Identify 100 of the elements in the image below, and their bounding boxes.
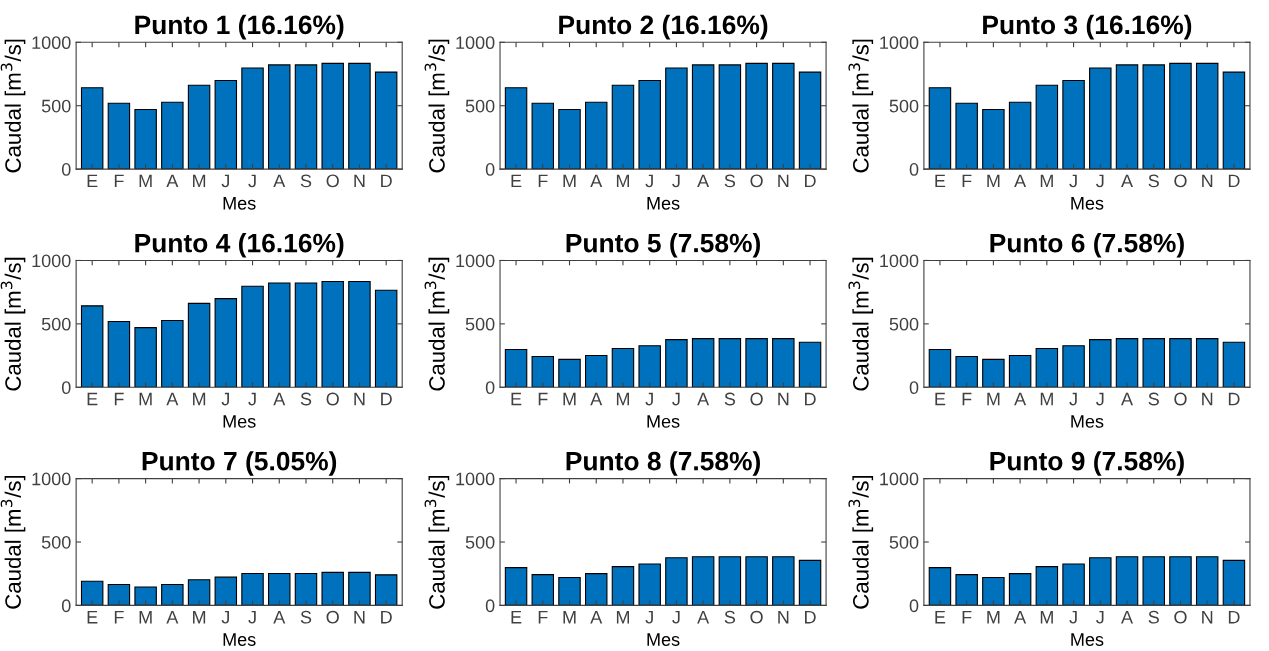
x-tick-label: D	[381, 174, 392, 188]
bar	[1169, 556, 1192, 606]
x-tick-label: F	[538, 174, 548, 188]
y-tick-label: 0	[909, 599, 919, 613]
x-tick-label: N	[354, 174, 365, 188]
bar	[1115, 64, 1139, 170]
x-axis-title: Mes	[647, 415, 680, 428]
x-tick-label: O	[750, 174, 763, 188]
chart-title: Punto 9 (7.58%)	[990, 451, 1184, 476]
x-tick-label: E	[87, 174, 98, 188]
x-tick-label: J	[1069, 610, 1077, 624]
bar	[1195, 62, 1219, 170]
bar	[161, 319, 184, 388]
x-tick-label: D	[805, 610, 816, 624]
bar	[772, 62, 795, 170]
x-tick-label: A	[697, 174, 710, 188]
x-tick-label: M	[987, 174, 1000, 188]
bar	[955, 574, 978, 606]
x-tick-label: E	[935, 610, 946, 624]
x-tick-label: M	[193, 174, 206, 188]
bar	[241, 572, 264, 606]
x-tick-label: D	[1228, 392, 1240, 406]
x-tick-label: A	[1121, 610, 1134, 624]
bar	[268, 282, 291, 388]
bar	[718, 64, 742, 170]
x-tick-label: D	[805, 174, 816, 188]
bar	[1222, 71, 1246, 170]
bar	[691, 556, 715, 606]
bar	[955, 102, 978, 170]
x-tick-label: J	[248, 174, 256, 188]
bar	[374, 289, 398, 388]
y-tick-label: 500	[889, 317, 919, 331]
x-tick-label: O	[1174, 610, 1187, 624]
x-tick-label: M	[1040, 610, 1053, 624]
x-tick-label: A	[273, 610, 286, 624]
x-tick-label: D	[381, 392, 392, 406]
x-tick-label: N	[1202, 174, 1213, 188]
x-tick-label: J	[645, 610, 653, 624]
x-tick-label: M	[139, 392, 152, 406]
y-tick-label: 500	[41, 99, 71, 113]
y-tick-label: 1000	[456, 36, 495, 50]
x-tick-label: M	[616, 174, 629, 188]
x-tick-label: M	[616, 610, 629, 624]
chart-title: Punto 4 (16.16%)	[135, 233, 344, 258]
bar	[718, 556, 742, 606]
bar	[531, 574, 555, 606]
x-axis-title: Mes	[647, 197, 680, 210]
bar	[1035, 566, 1059, 606]
x-tick-label: M	[1040, 392, 1053, 406]
x-tick-label: A	[1014, 610, 1027, 624]
bar	[187, 84, 211, 170]
bar	[321, 571, 344, 606]
x-tick-label: J	[1069, 174, 1077, 188]
x-tick-label: D	[805, 392, 816, 406]
bar	[1008, 101, 1032, 170]
chart-title: Punto 5 (7.58%)	[566, 233, 760, 258]
bar	[321, 62, 344, 170]
y-tick-label: 0	[61, 381, 71, 395]
y-tick-label: 1000	[32, 36, 71, 50]
x-tick-label: S	[1148, 174, 1159, 188]
bar	[928, 567, 952, 606]
bar	[1142, 64, 1165, 170]
x-tick-label: M	[563, 174, 576, 188]
chart-title: Punto 2 (16.16%)	[559, 14, 768, 40]
bar	[294, 572, 318, 606]
x-tick-label: A	[273, 392, 286, 406]
bar	[504, 567, 528, 606]
bar	[268, 64, 291, 170]
y-tick-label: 500	[889, 99, 919, 113]
bar	[214, 79, 238, 170]
bar	[928, 87, 952, 170]
bar	[161, 583, 184, 606]
x-tick-label: N	[354, 610, 365, 624]
x-tick-label: S	[724, 174, 736, 188]
x-tick-label: M	[1040, 174, 1053, 188]
bar	[134, 108, 157, 170]
bar	[1089, 557, 1112, 606]
x-tick-label: M	[563, 392, 576, 406]
y-tick-label: 500	[41, 317, 71, 331]
bar	[187, 579, 211, 606]
bar	[1222, 559, 1246, 606]
x-tick-label: J	[672, 174, 680, 188]
bar	[584, 101, 608, 170]
x-tick-label: J	[221, 392, 229, 406]
x-tick-label: E	[511, 174, 522, 188]
y-axis-title: Caudal [m$^{3}$/s]	[0, 257, 26, 391]
y-axis-title: Caudal [m$^{3}$/s]	[848, 257, 874, 391]
x-tick-label: J	[645, 392, 653, 406]
x-tick-label: N	[778, 174, 789, 188]
y-tick-label: 0	[485, 381, 495, 395]
x-tick-label: A	[590, 174, 603, 188]
x-axis-title: Mes	[647, 633, 680, 646]
x-tick-label: O	[750, 392, 763, 406]
bar	[268, 572, 291, 606]
x-tick-label: A	[273, 174, 286, 188]
y-tick-label: 0	[61, 163, 71, 176]
x-tick-label: D	[381, 610, 392, 624]
y-axis-title: Caudal [m$^{3}$/s]	[848, 475, 874, 609]
bar	[241, 285, 264, 388]
x-tick-label: E	[511, 610, 522, 624]
